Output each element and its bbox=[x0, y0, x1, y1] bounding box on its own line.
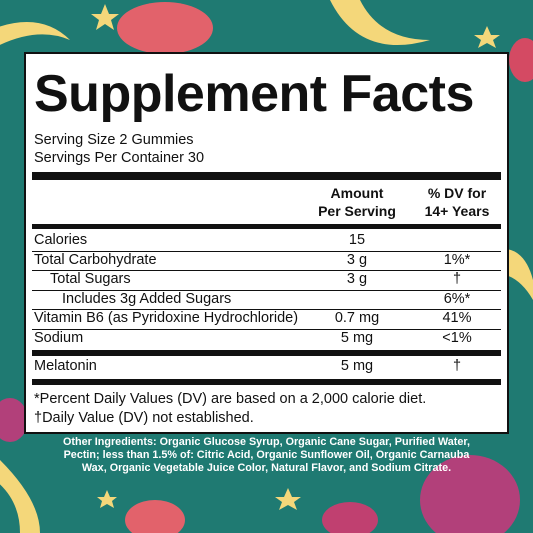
dv-header-line: % DV for bbox=[427, 185, 487, 201]
ingredients-line: Pectin; less than 1.5% of: Citric Acid, … bbox=[63, 449, 470, 461]
other-ingredients: Other Ingredients: Organic Glucose Syrup… bbox=[0, 436, 533, 475]
amount-header-line: Per Serving bbox=[318, 203, 396, 219]
nutrient-amount: 3 g bbox=[346, 271, 368, 287]
nutrient-amount: 15 bbox=[348, 232, 366, 248]
nutrient-amount: 5 mg bbox=[340, 358, 374, 374]
nutrient-row: Total Sugars 3 g † bbox=[32, 270, 501, 291]
footnote: †Daily Value (DV) not established. bbox=[34, 410, 254, 426]
panel-title: Supplement Facts bbox=[34, 65, 474, 123]
nutrient-amount: 3 g bbox=[346, 251, 368, 268]
nutrient-name: Sodium bbox=[34, 329, 84, 346]
nutrient-dv: 1%* bbox=[443, 251, 471, 268]
nutrient-name: Melatonin bbox=[34, 358, 97, 374]
nutrient-row: Calories 15 bbox=[32, 231, 501, 252]
nutrient-name: Calories bbox=[34, 232, 88, 248]
nutrient-row: Includes 3g Added Sugars 6%* bbox=[32, 290, 501, 310]
dv-header: % DV for 14+ Years bbox=[412, 184, 502, 220]
nutrient-dv: † bbox=[452, 271, 462, 287]
ingredients-line: Wax, Organic Vegetable Juice Color, Natu… bbox=[81, 462, 452, 474]
supplement-panel: Supplement Facts Serving Size 2 Gummies … bbox=[24, 52, 509, 434]
nutrient-name: Total Sugars bbox=[50, 271, 131, 287]
serving-size: Serving Size 2 Gummies bbox=[34, 132, 194, 148]
servings-per-container: Servings Per Container 30 bbox=[34, 150, 205, 166]
nutrient-row: Sodium 5 mg <1% bbox=[32, 329, 501, 349]
divider bbox=[32, 350, 501, 356]
nutrient-name: Vitamin B6 (as Pyridoxine Hydrochloride) bbox=[34, 310, 299, 326]
nutrient-amount: 5 mg bbox=[340, 329, 374, 346]
nutrient-dv: † bbox=[452, 358, 462, 374]
footnote: *Percent Daily Values (DV) are based on … bbox=[34, 391, 427, 407]
divider bbox=[32, 224, 501, 229]
nutrient-name: Total Carbohydrate bbox=[34, 251, 157, 268]
amount-header: Amount Per Serving bbox=[302, 184, 412, 220]
nutrient-row: Melatonin 5 mg † bbox=[32, 357, 501, 377]
amount-header-line: Amount bbox=[330, 185, 384, 201]
dv-header-line: 14+ Years bbox=[424, 203, 490, 219]
nutrient-row: Vitamin B6 (as Pyridoxine Hydrochloride)… bbox=[32, 309, 501, 330]
nutrient-dv: 6%* bbox=[443, 290, 471, 307]
nutrient-row: Total Carbohydrate 3 g 1%* bbox=[32, 251, 501, 271]
ingredients-line: Other Ingredients: Organic Glucose Syrup… bbox=[63, 436, 470, 448]
nutrient-amount: 0.7 mg bbox=[334, 310, 380, 326]
divider bbox=[32, 379, 501, 385]
nutrient-name: Includes 3g Added Sugars bbox=[62, 290, 232, 307]
nutrient-dv: 41% bbox=[442, 310, 472, 326]
divider bbox=[32, 172, 501, 180]
nutrient-dv: <1% bbox=[442, 329, 472, 346]
